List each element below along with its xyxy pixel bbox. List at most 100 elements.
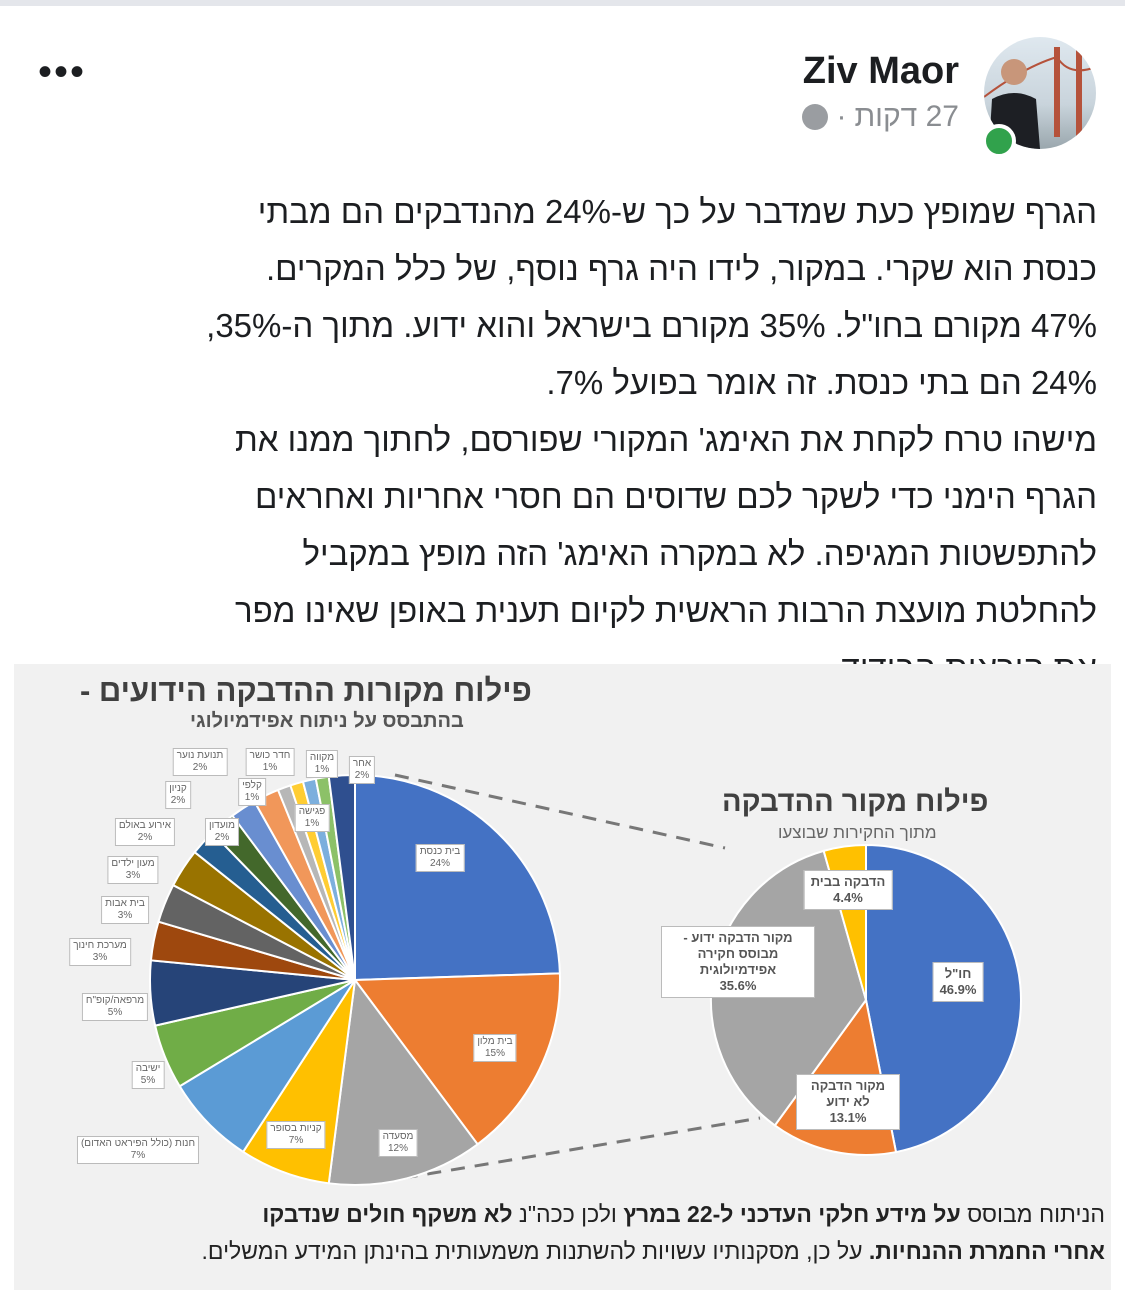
slice-label: קלפי 1%	[238, 778, 266, 806]
slice-label-name: חדר כושר	[249, 750, 291, 761]
slice-label-name: מועדון	[208, 820, 236, 831]
slice-label-value: 7%	[288, 1135, 304, 1146]
right-chart-subtitle: מתוך החקירות שבוצעו	[778, 823, 937, 842]
slice-label-name: קלפי	[242, 780, 262, 791]
pie-slice	[327, 977, 480, 1186]
separator: ·	[836, 100, 847, 133]
slice-label: ישיבה 5%	[131, 1061, 165, 1089]
caption-text: הניתוח מבוסס	[960, 1201, 1105, 1227]
slice-label: חדר כושר 1%	[245, 748, 295, 776]
left-chart-subtitle: בהתבסס על ניתוח אפידמיולוגי	[190, 710, 464, 732]
slice-label-name: אחר	[352, 758, 372, 769]
post-line: מישהו טרח לקחת את האימג' המקורי שפורסם, …	[234, 421, 1097, 458]
slice-label: מערכת חינוך 3%	[69, 938, 131, 966]
slice-label-name: אירוע באולם	[118, 820, 172, 831]
slice-label-name: ישיבה	[135, 1063, 161, 1074]
slice-label-value: 2%	[137, 832, 153, 843]
slice-label-name: תנועת נוער	[176, 750, 224, 761]
slice-label: פגישה 1%	[294, 804, 330, 832]
slice-label-name: בית כנסת	[419, 846, 461, 857]
slice-label-value: 15%	[484, 1048, 505, 1059]
slice-label: הדבקה בבית 4.4%	[803, 870, 893, 910]
slice-label-name: מערכת חינוך	[73, 940, 127, 951]
post-text: הגרף שמופץ כעת שמדבר על כך ש-24% מהנדבקי…	[17, 183, 1097, 696]
post-line: להחלטת מועצת הרבות הראשית לקיום תענית בא…	[235, 592, 1097, 629]
slice-label-value: 5%	[140, 1075, 156, 1086]
slice-label-value: 12%	[387, 1143, 408, 1154]
caption-bold: על מידע חלקי העדכני ל-22 במרץ	[623, 1201, 961, 1227]
slice-label: קניון 2%	[165, 781, 191, 809]
slice-label-value: 35.6%	[719, 978, 757, 993]
slice-label-name: בית אבות	[105, 898, 145, 909]
slice-label: בית מלון 15%	[473, 1034, 517, 1062]
caption-text: ולכן ככה"נ	[512, 1201, 624, 1227]
post-line: להתפשטות המגיפה. לא במקרה האימג' הזה מופ…	[302, 535, 1097, 572]
post-line: 47% מקורם בחו"ל. 35% מקורם בישראל והוא י…	[206, 307, 1097, 344]
slice-label-name: חו"ל	[944, 966, 972, 981]
connector-line-bottom	[379, 1116, 761, 1184]
slice-label: מועדון 2%	[204, 818, 240, 846]
post-meta: 27 דקות ·	[802, 100, 959, 134]
slice-label-value: 1%	[314, 764, 330, 775]
slice-label: מעון ילדים 3%	[107, 856, 159, 884]
slice-label: תנועת נוער 2%	[172, 748, 228, 776]
slice-label-value: 5%	[107, 1007, 123, 1018]
slice-label-name: מרפאה/קופ"ח	[85, 995, 145, 1006]
slice-label-name: בית מלון	[477, 1036, 513, 1047]
slice-label-name: מקור הדבקה ידוע - מבוסס חקירה אפידמיולוג…	[683, 930, 793, 977]
image-caption: הניתוח מבוסס על מידע חלקי העדכני ל-22 במ…	[15, 1196, 1105, 1270]
pie-slice	[353, 972, 561, 1146]
slice-label-value: 2%	[214, 832, 230, 843]
slice-label-value: 4.4%	[833, 890, 863, 905]
slice-label: מסעדה 12%	[378, 1129, 418, 1157]
post-line: כנסת הוא שקרי. במקור, לידו היה גרף נוסף,…	[266, 250, 1097, 287]
left-chart-title: פילוח מקורות ההדבקה הידועים -	[80, 673, 532, 708]
slice-label: קניות בסופר 7%	[266, 1121, 326, 1149]
pie-slice	[354, 773, 561, 982]
right-chart-title: פילוח מקור ההדבקה	[722, 786, 989, 818]
connector-line-top	[394, 773, 726, 850]
slice-label-value: 2%	[354, 770, 370, 781]
slice-label-name: מסעדה	[382, 1131, 414, 1142]
slice-label-value: 2%	[192, 762, 208, 773]
slice-label: מקור הדבקה ידוע - מבוסס חקירה אפידמיולוג…	[661, 926, 815, 998]
slice-label-name: מקור הדבקה לא ידוע	[810, 1078, 886, 1109]
slice-label-name: חנות (כולל הפיראט האדום)	[80, 1138, 196, 1149]
slice-label: מקווה 1%	[305, 750, 339, 778]
slice-label-value: 7%	[130, 1150, 146, 1161]
slice-label-value: 3%	[125, 870, 141, 881]
caption-bold: לא משקף חולים שנדבקו	[262, 1201, 513, 1227]
slice-label: בית כנסת 24%	[415, 844, 465, 872]
author-name[interactable]: Ziv Maor	[802, 50, 959, 92]
slice-label-name: הדבקה בבית	[810, 874, 886, 889]
slice-label-name: מעון ילדים	[111, 858, 155, 869]
globe-icon	[802, 104, 829, 130]
slice-label-value: 1%	[304, 818, 320, 829]
slice-label-name: פגישה	[298, 806, 326, 817]
slice-label-name: מקווה	[309, 752, 335, 763]
post-line: הגרף שמופץ כעת שמדבר על כך ש-24% מהנדבקי…	[257, 193, 1097, 230]
post-time[interactable]: 27 דקות	[854, 100, 959, 133]
slice-label-name: קניון	[169, 783, 187, 794]
slice-label: מקור הדבקה לא ידוע 13.1%	[796, 1074, 900, 1130]
slice-label-name: קניות בסופר	[270, 1123, 322, 1134]
post-line: 24% הם בתי כנסת. זה אומר בפועל 7%.	[546, 364, 1097, 401]
slice-label-value: 46.9%	[939, 982, 977, 997]
slice-label: מרפאה/קופ"ח 5%	[81, 993, 149, 1021]
slice-label: אירוע באולם 2%	[114, 818, 176, 846]
slice-label-value: 3%	[92, 952, 108, 963]
slice-label-value: 1%	[262, 762, 278, 773]
slice-label: חנות (כולל הפיראט האדום) 7%	[76, 1136, 200, 1164]
slice-label-value: 24%	[429, 858, 451, 869]
slice-label-value: 13.1%	[829, 1110, 867, 1125]
slice-label-value: 1%	[244, 792, 260, 803]
slice-label-value: 2%	[170, 795, 186, 806]
caption-text: על כן, מסקנותיו עשויות להשתנות משמעותית …	[201, 1238, 869, 1264]
slice-label: חו"ל 46.9%	[932, 962, 984, 1002]
slice-label: אחר 2%	[348, 756, 376, 784]
online-status-dot	[982, 124, 1016, 158]
top-divider	[0, 0, 1125, 6]
caption-bold: אחרי החמרת ההנחיות.	[868, 1238, 1105, 1264]
post-line: הגרף הימני כדי לשקר לכם שדוסים הם חסרי א…	[255, 478, 1097, 515]
